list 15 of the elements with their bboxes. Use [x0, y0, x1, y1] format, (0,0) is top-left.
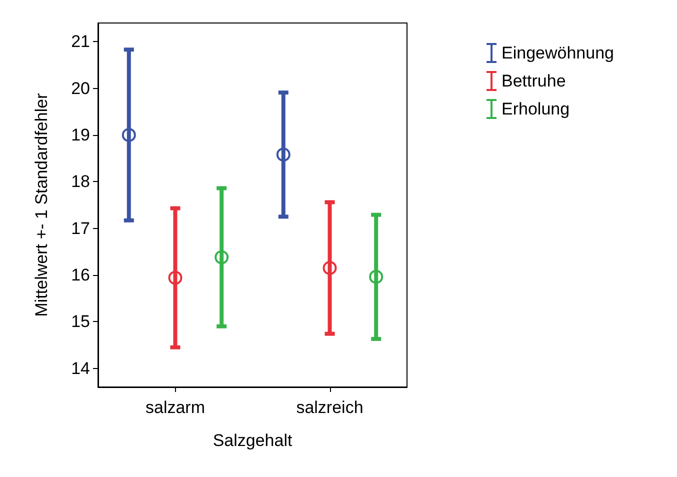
legend-label: Bettruhe: [502, 72, 566, 90]
x-tick-label: salzarm: [145, 398, 206, 417]
legend-label: Erholung: [502, 100, 570, 118]
y-tick-label: 15: [71, 312, 90, 332]
y-tick-label: 16: [71, 266, 90, 284]
legend-label: Eingewöhnung: [502, 44, 614, 62]
y-tick-label: 19: [71, 126, 90, 144]
y-tick-label: 18: [71, 172, 90, 192]
y-tick-label: 14: [71, 358, 90, 378]
x-tick-label: salzreich: [296, 398, 364, 417]
y-tick-label: 21: [71, 32, 90, 52]
x-axis-title: Salzgehalt: [212, 431, 292, 450]
y-tick-label: 17: [71, 218, 90, 238]
y-tick-label: 20: [71, 78, 90, 98]
y-axis-title: Mittelwert +- 1 Standardfehler: [32, 92, 51, 317]
